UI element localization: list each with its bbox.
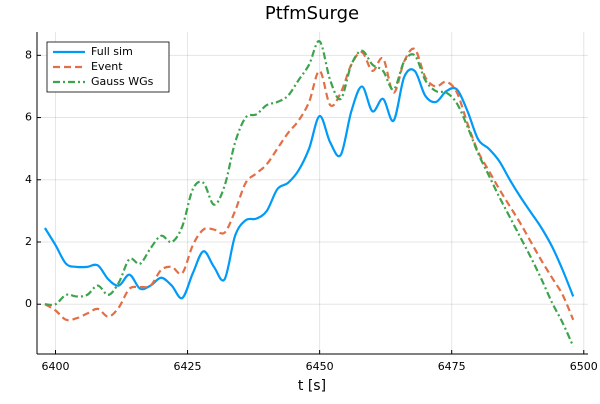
series-line — [44, 40, 575, 347]
legend-label: Full sim — [91, 45, 133, 58]
y-tick-label: 2 — [25, 235, 32, 248]
y-tick-label: 0 — [25, 297, 32, 310]
x-tick-label: 6400 — [41, 360, 69, 373]
x-axis-label: t [s] — [298, 378, 326, 394]
y-tick-label: 8 — [25, 48, 32, 61]
x-tick-label: 6425 — [174, 360, 202, 373]
legend-label: Gauss WGs — [91, 75, 154, 88]
series-line — [43, 68, 575, 300]
x-tick-label: 6450 — [306, 360, 334, 373]
x-tick-label: 6500 — [570, 360, 598, 373]
legend-label: Event — [91, 60, 123, 73]
series-line — [44, 47, 575, 322]
chart-title: PtfmSurge — [265, 3, 359, 24]
y-tick-label: 6 — [25, 111, 32, 124]
y-tick-label: 4 — [25, 173, 32, 186]
x-tick-label: 6475 — [438, 360, 466, 373]
